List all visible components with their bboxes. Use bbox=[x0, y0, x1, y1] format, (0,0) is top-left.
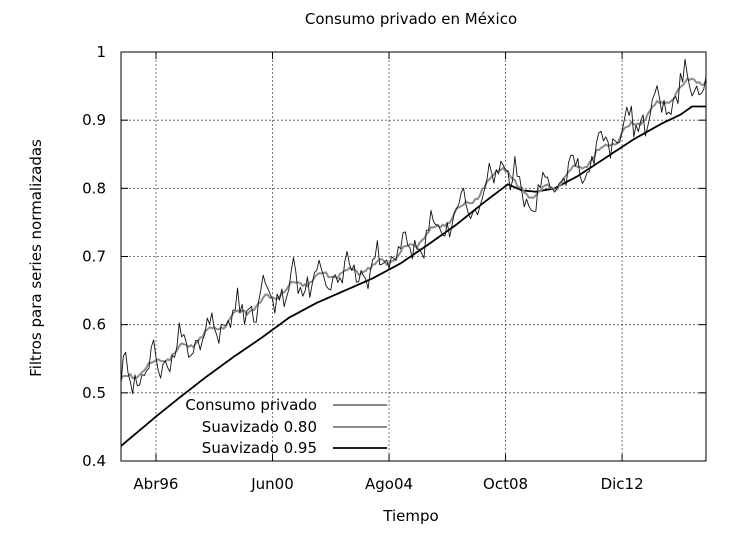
plot-area-frame bbox=[120, 51, 707, 462]
x-tick-label: Oct08 bbox=[483, 475, 528, 493]
legend-label: Suavizado 0.95 bbox=[202, 439, 317, 457]
axis-ticks: 0.4 0.5 0.6 0.7 0.8 0.9 1 Abr96 Jun00 Ago04 Oct08 D… bbox=[82, 43, 706, 493]
x-tick-label: Abr96 bbox=[133, 475, 178, 493]
y-tick-label: 0.8 bbox=[82, 179, 106, 197]
y-tick-label: 0.7 bbox=[82, 248, 106, 266]
y-tick-label: 0.9 bbox=[82, 111, 106, 129]
series-line-consumo-privado bbox=[120, 58, 707, 395]
legend: Consumo privado Suavizado 0.80 Suavizado 0… bbox=[185, 396, 387, 457]
x-axis-label: Tiempo bbox=[382, 507, 438, 525]
y-axis-label: Filtros para series normalizadas bbox=[27, 139, 45, 377]
y-tick-label: 1 bbox=[96, 43, 106, 61]
x-tick-label: Jun00 bbox=[250, 475, 294, 493]
y-tick-label: 0.5 bbox=[82, 384, 106, 402]
y-tick-label: 0.6 bbox=[82, 316, 106, 334]
x-tick-label: Dic12 bbox=[601, 475, 644, 493]
x-tick-label: Ago04 bbox=[365, 475, 413, 493]
y-tick-label: 0.4 bbox=[82, 452, 106, 470]
series-line-suavizado-0-95 bbox=[120, 105, 706, 447]
legend-label: Consumo privado bbox=[185, 396, 317, 414]
legend-label: Suavizado 0.80 bbox=[202, 418, 317, 436]
series-layer bbox=[120, 58, 707, 447]
chart-title: Consumo privado en México bbox=[305, 10, 517, 28]
grid bbox=[121, 52, 706, 461]
series-line-suavizado-0-80 bbox=[120, 77, 707, 380]
